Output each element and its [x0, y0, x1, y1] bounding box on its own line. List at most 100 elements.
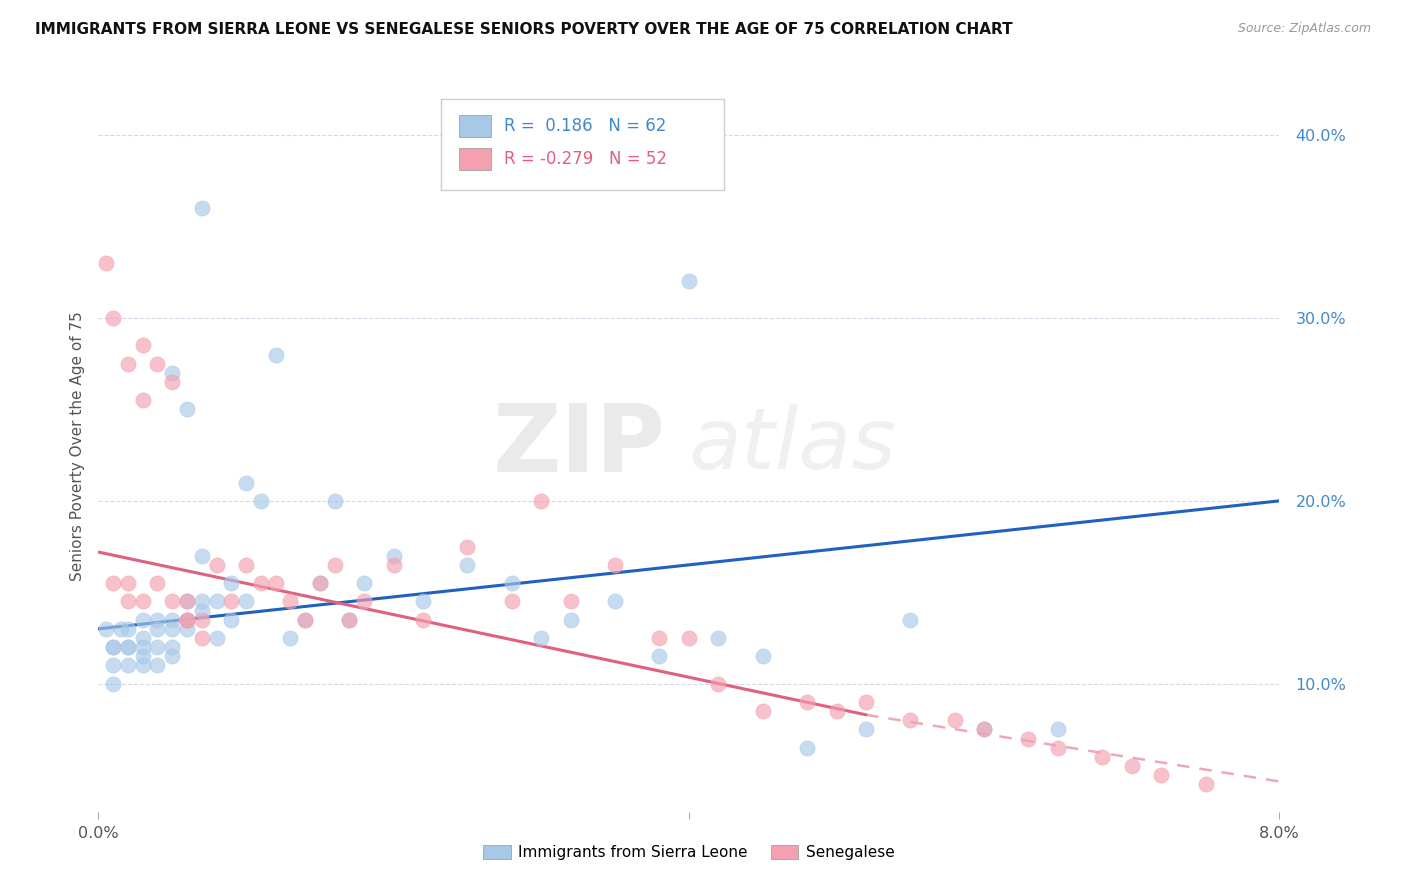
Point [117, 576, 139, 591]
Text: IMMIGRANTS FROM SIERRA LEONE VS SENEGALESE SENIORS POVERTY OVER THE AGE OF 75 CO: IMMIGRANTS FROM SIERRA LEONE VS SENEGALE… [35, 22, 1012, 37]
Point [205, 631, 228, 645]
Point [752, 649, 775, 664]
Point [103, 576, 125, 591]
Point [176, 594, 198, 608]
Point [117, 640, 139, 655]
Point [162, 622, 183, 636]
Point [132, 640, 155, 655]
Point [501, 594, 523, 608]
Point [117, 658, 139, 673]
Point [560, 594, 582, 608]
Point [323, 494, 346, 508]
Point [132, 393, 155, 408]
Point [117, 594, 139, 608]
Point [191, 613, 214, 627]
Point [146, 357, 169, 371]
Point [176, 402, 198, 417]
Point [94, 622, 117, 636]
Point [110, 622, 132, 636]
Point [382, 549, 405, 563]
Point [339, 613, 361, 627]
Point [900, 714, 922, 728]
FancyBboxPatch shape [441, 99, 724, 190]
Text: atlas: atlas [689, 404, 897, 488]
Point [353, 594, 375, 608]
Point [501, 576, 523, 591]
Point [162, 649, 183, 664]
Point [176, 613, 198, 627]
Point [146, 640, 169, 655]
Point [1046, 740, 1070, 755]
Text: Source: ZipAtlas.com: Source: ZipAtlas.com [1237, 22, 1371, 36]
Point [530, 494, 553, 508]
Point [132, 631, 155, 645]
Point [191, 631, 214, 645]
Point [412, 594, 434, 608]
Point [235, 475, 257, 490]
Point [457, 540, 479, 554]
Point [973, 723, 995, 737]
Point [146, 613, 169, 627]
Point [162, 640, 183, 655]
Point [1150, 768, 1173, 782]
Point [162, 594, 183, 608]
Point [250, 576, 273, 591]
Point [176, 622, 198, 636]
Point [796, 740, 818, 755]
Point [264, 576, 287, 591]
Point [94, 256, 117, 270]
Point [103, 640, 125, 655]
Point [132, 613, 155, 627]
Point [339, 613, 361, 627]
Point [191, 603, 214, 617]
Point [235, 558, 257, 572]
Point [855, 695, 877, 709]
Point [250, 494, 273, 508]
Point [560, 613, 582, 627]
Point [117, 640, 139, 655]
Point [162, 366, 183, 380]
Point [855, 723, 877, 737]
Point [648, 631, 671, 645]
Point [825, 704, 848, 718]
Point [264, 347, 287, 362]
Point [103, 311, 125, 326]
Point [162, 613, 183, 627]
Point [146, 576, 169, 591]
Point [943, 714, 966, 728]
Point [353, 576, 375, 591]
Point [103, 676, 125, 690]
Point [412, 613, 434, 627]
Point [132, 338, 155, 352]
Point [294, 613, 316, 627]
Point [221, 594, 243, 608]
Point [752, 704, 775, 718]
Point [176, 613, 198, 627]
Point [221, 613, 243, 627]
Point [605, 594, 627, 608]
Point [191, 549, 214, 563]
Point [707, 676, 730, 690]
Point [900, 613, 922, 627]
Point [1091, 749, 1114, 764]
Point [648, 649, 671, 664]
Point [1018, 731, 1040, 746]
FancyBboxPatch shape [458, 148, 491, 170]
Point [221, 576, 243, 591]
Point [146, 658, 169, 673]
Point [457, 558, 479, 572]
Point [678, 631, 700, 645]
Point [205, 594, 228, 608]
Point [280, 631, 302, 645]
Point [205, 558, 228, 572]
Point [162, 375, 183, 389]
Point [176, 613, 198, 627]
Point [678, 274, 700, 288]
Text: R = -0.279   N = 52: R = -0.279 N = 52 [503, 150, 666, 169]
Point [132, 594, 155, 608]
Point [707, 631, 730, 645]
Point [191, 201, 214, 215]
Text: ZIP: ZIP [492, 400, 665, 492]
Point [191, 594, 214, 608]
Point [103, 658, 125, 673]
